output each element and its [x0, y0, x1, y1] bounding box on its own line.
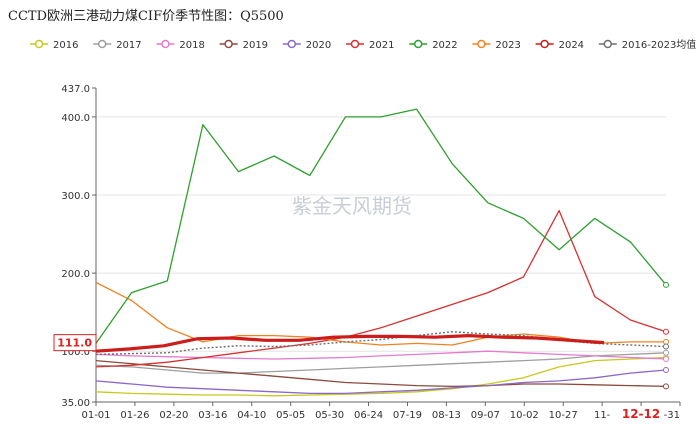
x-tick-label: 10-27 — [549, 410, 578, 421]
series-end-marker — [663, 349, 669, 356]
legend-marker — [97, 39, 107, 49]
grid — [96, 116, 666, 352]
series-end-marker — [663, 281, 669, 288]
last-value-flag: 111.0 — [53, 334, 97, 352]
series-line-2018 — [95, 350, 667, 360]
x-tick-label: 05-05 — [276, 410, 305, 421]
legend-label: 2022 — [432, 40, 457, 51]
series-line-2020 — [95, 369, 667, 395]
x-tick-label: 12-12 — [622, 407, 660, 421]
x-tick-label: 05-30 — [315, 410, 344, 421]
x-tick-label: -31 — [664, 410, 680, 421]
legend-label: 2018 — [179, 40, 204, 51]
x-tick-label: 02-20 — [159, 410, 188, 421]
x-axis: 01-01 01-26 02-20 03-16 04-10 05-05 05-30 06-24… — [81, 401, 681, 421]
y-tick-label: 437.0 — [61, 84, 90, 95]
y-tick-label: 300.0 — [61, 191, 90, 202]
x-tick-label: 08-13 — [432, 410, 461, 421]
legend-label: 2016-2023均值 — [622, 38, 697, 51]
series-end-marker — [663, 366, 669, 373]
legend-label: 2016 — [53, 40, 78, 51]
series-line-2016 — [95, 356, 667, 397]
legend-label: 2017 — [116, 40, 141, 51]
x-tick-label: 09-07 — [471, 410, 500, 421]
x-tick-label: 06-24 — [354, 410, 383, 421]
legend-marker — [540, 39, 549, 49]
chart-title: CCTD欧洲三港动力煤CIF价季节性图：Q5500 — [8, 9, 284, 24]
y-tick-label: 400.0 — [61, 113, 90, 124]
legend: 2016 2017 2018 2019 2020 2021 2022 2023 2024 2016… — [30, 38, 696, 51]
series-end-marker — [663, 343, 669, 350]
series-line-2022 — [95, 108, 667, 344]
x-tick-label: 01-26 — [120, 410, 149, 421]
series-end-marker — [663, 383, 669, 390]
y-axis: 437.0 400.0 300.0 200.0 100.0 35.00 — [61, 84, 97, 409]
last-value-label: 111.0 — [57, 337, 92, 350]
last-value-box — [53, 334, 97, 352]
series-line-2017 — [95, 352, 667, 374]
x-tick-label: 10-02 — [510, 410, 539, 421]
legend-marker — [603, 39, 613, 49]
x-tick-label: 01-01 — [81, 410, 110, 421]
series-line-2024 — [95, 334, 605, 353]
legend-marker — [350, 39, 360, 49]
legend-label: 2024 — [559, 40, 584, 51]
y-tick-label: 35.00 — [61, 398, 90, 409]
x-tick-label: 03-16 — [198, 410, 227, 421]
legend-label: 2021 — [369, 40, 394, 51]
legend-marker — [413, 39, 423, 49]
x-tick-label: 04-10 — [237, 410, 266, 421]
legend-label: 2019 — [243, 40, 268, 51]
legend-marker — [477, 39, 486, 49]
legend-label: 2020 — [306, 40, 331, 51]
legend-marker — [224, 39, 233, 49]
series-lines — [95, 108, 669, 397]
y-tick-label: 200.0 — [61, 269, 90, 280]
series-line-2019 — [95, 359, 667, 388]
legend-marker — [287, 39, 297, 49]
series-end-marker — [663, 356, 669, 363]
legend-label: 2023 — [495, 40, 520, 51]
x-tick-label: 11- — [594, 410, 611, 421]
legend-marker — [161, 39, 170, 49]
series-end-marker — [663, 328, 669, 335]
y-tick-label: 100.0 — [61, 347, 90, 358]
legend-marker — [34, 39, 44, 49]
x-tick-label: 07-19 — [393, 410, 422, 421]
watermark: 紫金天风期货 — [292, 194, 412, 218]
